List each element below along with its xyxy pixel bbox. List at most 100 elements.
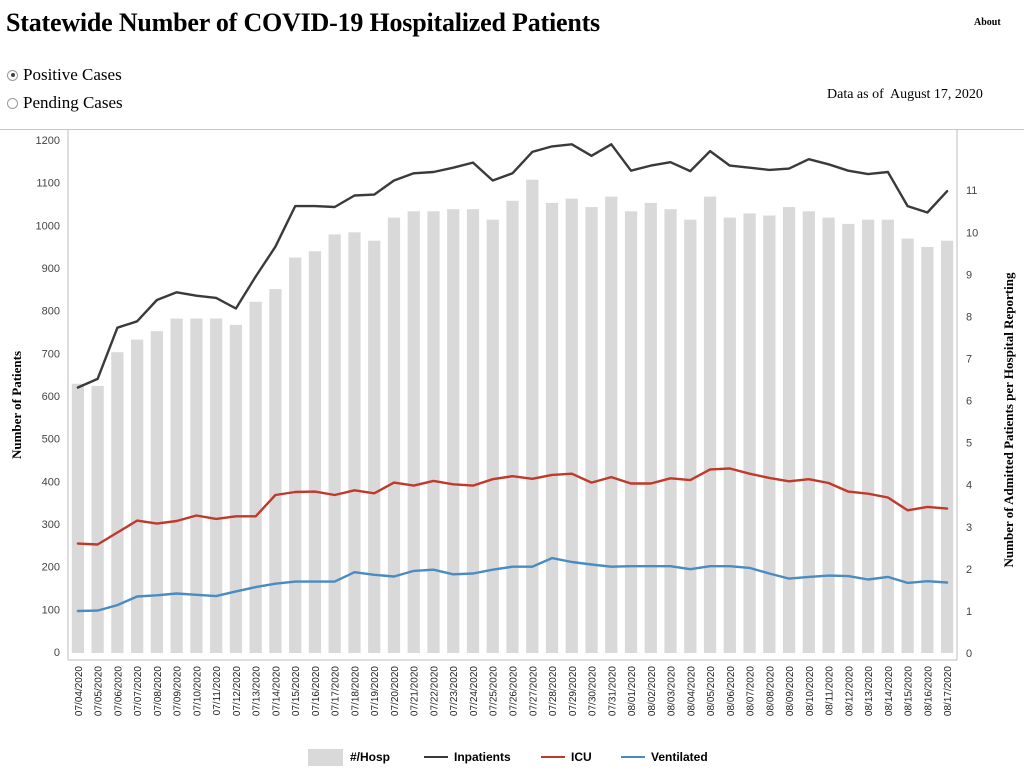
y2-tick-label: 6: [966, 396, 972, 408]
x-tick-label: 07/23/2020: [449, 666, 460, 716]
header-divider: [0, 129, 1024, 130]
legend-swatch-icu: [541, 756, 565, 758]
positive-cases-option[interactable]: Positive Cases: [7, 65, 122, 85]
bar-hosp: [526, 179, 539, 654]
pending-cases-label: Pending Cases: [23, 93, 123, 112]
y-tick-label: 700: [42, 348, 60, 360]
bar-hosp: [407, 211, 420, 653]
bar-hosp: [940, 240, 954, 654]
x-tick-label: 08/12/2020: [844, 666, 855, 716]
line-ventilated: [76, 556, 949, 613]
y2-tick-label: 7: [966, 354, 972, 366]
x-tick-label: 07/05/2020: [94, 666, 105, 716]
bar-hosp: [190, 318, 203, 653]
x-tick-label: 08/16/2020: [923, 666, 934, 716]
x-tick-label: 07/25/2020: [489, 666, 500, 716]
x-tick-label: 07/18/2020: [351, 666, 362, 716]
bar-hosp: [249, 301, 262, 653]
bar-hosp: [269, 289, 282, 653]
bar-hosp: [782, 207, 796, 653]
bar-hosp: [881, 219, 894, 654]
data-as-of-text: Data as of August 17, 2020: [827, 87, 983, 102]
y2-tick-label: 8: [966, 311, 972, 323]
legend-label-ventilated: Ventilated: [651, 750, 708, 764]
y-axis-title: Number of Patients: [9, 351, 24, 459]
x-tick-label: 07/11/2020: [212, 666, 223, 716]
bar-hosp: [328, 234, 341, 653]
x-tick-label: 07/17/2020: [331, 666, 342, 716]
line-icu: [76, 467, 949, 546]
bar-hosp: [368, 240, 381, 654]
y-tick-label: 500: [42, 434, 60, 446]
legend-item-hosp: #/Hosp: [308, 746, 390, 768]
legend-label-hosp: #/Hosp: [350, 750, 391, 764]
x-tick-label: 07/12/2020: [232, 666, 243, 716]
y-tick-label: 800: [42, 306, 60, 318]
bar-hosp: [664, 209, 677, 653]
x-tick-label: 08/06/2020: [726, 666, 737, 716]
x-tick-label: 08/03/2020: [667, 666, 678, 716]
bar-hosp: [427, 211, 440, 653]
x-tick-label: 07/26/2020: [509, 666, 520, 716]
bar-hosp: [842, 223, 855, 653]
x-tick-label: 07/21/2020: [410, 666, 421, 716]
bar-hosp: [506, 200, 519, 654]
pending-cases-radio[interactable]: [7, 97, 18, 109]
bar-hosp: [170, 318, 183, 653]
about-link[interactable]: About: [974, 17, 1001, 28]
bar-hosp: [743, 213, 756, 653]
x-tick-label: 07/31/2020: [607, 666, 618, 716]
bar-hosp: [210, 318, 223, 653]
x-tick-label: 07/14/2020: [271, 666, 282, 716]
x-tick-label: 08/01/2020: [627, 666, 638, 716]
bar-hosp: [861, 219, 875, 654]
x-tick-label: 07/15/2020: [291, 666, 302, 716]
x-tick-label: 07/24/2020: [469, 666, 480, 716]
legend-item-icu: ICU: [541, 746, 592, 768]
x-tick-label: 07/07/2020: [133, 666, 144, 716]
bar-hosp: [289, 257, 302, 653]
x-tick-label: 08/14/2020: [884, 666, 895, 716]
x-tick-label: 07/06/2020: [113, 666, 124, 716]
pending-cases-option[interactable]: Pending Cases: [7, 93, 123, 113]
x-tick-label: 08/17/2020: [943, 666, 954, 716]
x-tick-label: 07/27/2020: [528, 666, 539, 716]
bar-hosp: [131, 339, 144, 653]
y2-tick-label: 5: [966, 438, 972, 450]
bar-hosp: [802, 211, 815, 653]
x-tick-label: 07/13/2020: [252, 666, 263, 716]
y2-tick-label: 1: [966, 606, 972, 618]
positive-cases-radio[interactable]: [7, 69, 18, 81]
bar-hosp: [605, 196, 618, 653]
bar-hosp: [585, 207, 598, 653]
line-inpatients: [76, 143, 949, 389]
x-tick-label: 07/19/2020: [370, 666, 381, 716]
x-tick-label: 08/04/2020: [686, 666, 697, 716]
legend-swatch-ventilated: [621, 756, 645, 758]
x-tick-label: 07/30/2020: [588, 666, 599, 716]
legend-label-inpatients: Inpatients: [454, 750, 511, 764]
bar-hosp: [308, 251, 322, 653]
bar-hosp: [921, 247, 934, 653]
bar-hosp: [901, 238, 914, 653]
bar-hosp: [763, 215, 776, 653]
bar-hosp: [822, 217, 835, 653]
y-tick-label: 200: [42, 562, 60, 574]
bar-hosp: [565, 198, 578, 653]
y-tick-label: 400: [42, 476, 60, 488]
bar-hosp: [150, 331, 164, 653]
bar-hosp: [447, 209, 460, 653]
bar-hosp: [111, 352, 124, 653]
bar-hosp: [387, 217, 401, 653]
y2-tick-label: 10: [966, 227, 978, 239]
x-tick-label: 07/10/2020: [192, 666, 203, 716]
bar-hosp: [684, 219, 697, 654]
x-tick-label: 07/04/2020: [74, 666, 85, 716]
x-tick-label: 08/09/2020: [785, 666, 796, 716]
bar-hosp: [466, 209, 480, 653]
y2-tick-label: 0: [966, 648, 972, 660]
x-tick-label: 08/07/2020: [746, 666, 757, 716]
bar-hosp: [91, 385, 104, 653]
bar-hosp: [348, 232, 361, 653]
bar-hosp: [624, 211, 638, 653]
